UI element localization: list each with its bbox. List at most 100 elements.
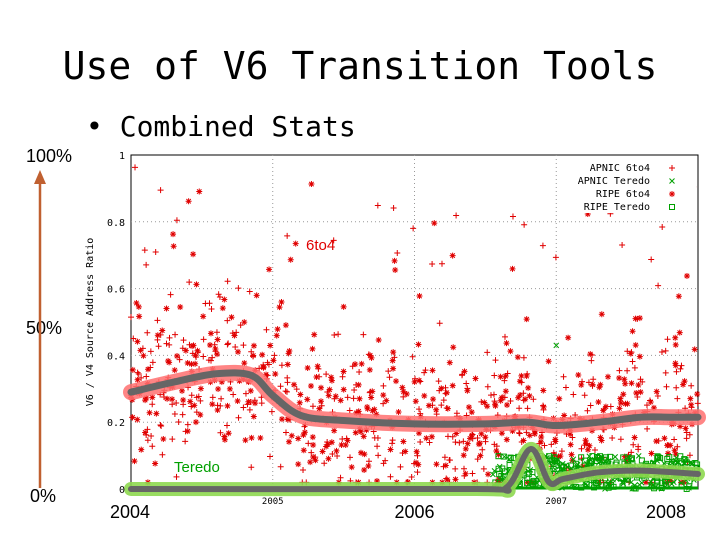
point-apnic-6to4 <box>216 294 223 301</box>
point-ripe-6to4 <box>214 407 221 414</box>
point-ripe-teredo <box>595 454 602 461</box>
point-apnic-6to4 <box>157 187 164 194</box>
point-apnic-6to4 <box>149 443 156 450</box>
point-ripe-6to4 <box>477 452 484 459</box>
point-apnic-6to4 <box>167 291 174 298</box>
point-apnic-6to4 <box>648 256 655 263</box>
point-ripe-6to4 <box>584 446 591 453</box>
point-ripe-6to4 <box>404 479 411 486</box>
point-ripe-6to4 <box>390 349 397 356</box>
point-apnic-6to4 <box>436 320 443 327</box>
point-apnic-6to4 <box>135 370 142 377</box>
point-apnic-6to4 <box>414 452 421 459</box>
point-ripe-6to4 <box>193 281 200 288</box>
point-apnic-6to4 <box>380 382 387 389</box>
point-apnic-6to4 <box>441 454 448 461</box>
point-apnic-6to4 <box>484 383 491 390</box>
point-ripe-6to4 <box>642 479 649 486</box>
point-ripe-6to4 <box>567 441 574 448</box>
point-apnic-6to4 <box>408 474 415 481</box>
point-apnic-6to4 <box>387 473 394 480</box>
point-apnic-6to4 <box>169 436 176 443</box>
y-tick-label: 0.8 <box>107 218 125 229</box>
point-ripe-6to4 <box>478 430 485 437</box>
point-apnic-6to4 <box>678 362 685 369</box>
point-ripe-teredo <box>507 455 514 462</box>
point-ripe-6to4 <box>516 378 523 385</box>
point-ripe-6to4 <box>380 392 387 399</box>
point-ripe-6to4 <box>425 402 432 409</box>
point-apnic-6to4 <box>193 353 200 360</box>
point-apnic-6to4 <box>200 336 207 343</box>
point-apnic-6to4 <box>382 457 389 464</box>
point-ripe-6to4 <box>653 388 660 395</box>
point-ripe-6to4 <box>464 440 471 447</box>
point-ripe-6to4 <box>191 402 198 409</box>
point-ripe-6to4 <box>392 266 399 273</box>
scale-label-0: 0% <box>30 486 57 506</box>
point-apnic-6to4 <box>530 396 537 403</box>
point-ripe-6to4 <box>567 431 574 438</box>
point-ripe-6to4 <box>188 361 195 368</box>
y-tick-label: 1 <box>119 151 125 162</box>
point-ripe-6to4 <box>357 428 364 435</box>
y-tick-label: 0.6 <box>107 285 125 296</box>
point-apnic-6to4 <box>438 260 445 267</box>
point-apnic-6to4 <box>659 223 666 230</box>
point-ripe-6to4 <box>154 332 161 339</box>
point-ripe-6to4 <box>387 446 394 453</box>
point-ripe-6to4 <box>228 314 235 321</box>
point-ripe-6to4 <box>531 428 538 435</box>
point-ripe-6to4 <box>296 399 303 406</box>
point-apnic-6to4 <box>134 369 141 376</box>
point-ripe-6to4 <box>413 448 420 455</box>
point-ripe-6to4 <box>633 389 640 396</box>
point-ripe-6to4 <box>481 399 488 406</box>
point-ripe-6to4 <box>197 411 204 418</box>
point-ripe-6to4 <box>538 433 545 440</box>
point-apnic-6to4 <box>246 288 253 295</box>
point-ripe-6to4 <box>133 300 140 307</box>
point-apnic-6to4 <box>399 450 406 457</box>
point-ripe-6to4 <box>403 391 410 398</box>
point-ripe-6to4 <box>503 436 510 443</box>
point-ripe-6to4 <box>502 388 509 395</box>
point-apnic-6to4 <box>637 376 644 383</box>
point-apnic-6to4 <box>624 367 631 374</box>
point-apnic-6to4 <box>452 465 459 472</box>
point-apnic-6to4 <box>524 370 531 377</box>
point-ripe-teredo <box>495 465 502 472</box>
point-apnic-6to4 <box>232 344 239 351</box>
point-ripe-6to4 <box>297 391 304 398</box>
point-ripe-6to4 <box>529 479 536 486</box>
point-ripe-6to4 <box>467 435 474 442</box>
point-apnic-6to4 <box>230 391 237 398</box>
point-ripe-6to4 <box>495 479 502 486</box>
point-ripe-6to4 <box>260 364 267 371</box>
point-ripe-6to4 <box>300 431 307 438</box>
x-tick-label-large: 2006 <box>394 502 434 522</box>
point-ripe-6to4 <box>556 395 563 402</box>
point-apnic-6to4 <box>173 217 180 224</box>
point-apnic-6to4 <box>619 241 626 248</box>
point-apnic-6to4 <box>251 397 258 404</box>
point-ripe-teredo <box>499 465 506 472</box>
point-ripe-6to4 <box>399 384 406 391</box>
x-tick-label: 2005 <box>262 497 284 507</box>
point-ripe-6to4 <box>242 437 249 444</box>
point-ripe-6to4 <box>561 412 568 419</box>
point-apnic-6to4 <box>591 447 598 454</box>
point-apnic-6to4 <box>442 384 449 391</box>
point-apnic-6to4 <box>224 278 231 285</box>
point-ripe-6to4 <box>525 384 532 391</box>
point-apnic-6to4 <box>674 443 681 450</box>
point-ripe-6to4 <box>286 348 293 355</box>
point-apnic-6to4 <box>154 336 161 343</box>
point-apnic-6to4 <box>552 254 559 261</box>
point-ripe-6to4 <box>579 463 586 470</box>
point-apnic-6to4 <box>293 386 300 393</box>
point-ripe-6to4 <box>231 332 238 339</box>
point-ripe-6to4 <box>537 438 544 445</box>
point-apnic-6to4 <box>282 429 289 436</box>
